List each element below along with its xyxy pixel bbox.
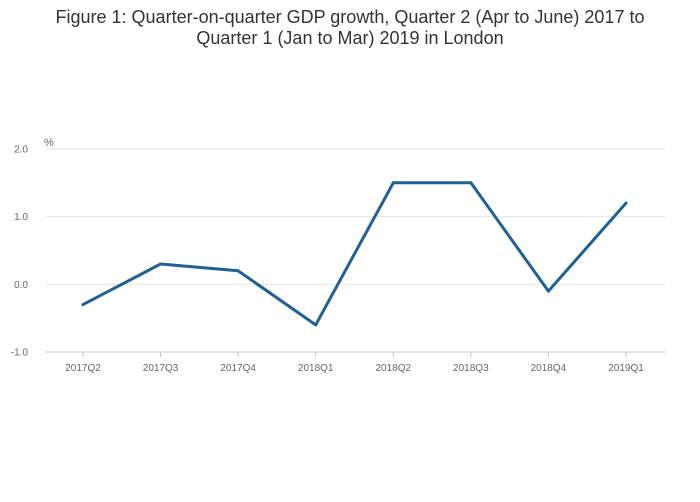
data-point (624, 201, 628, 205)
data-point (314, 323, 318, 327)
y-tick-label: 0.0 (14, 280, 28, 291)
y-tick-label: 1.0 (14, 212, 28, 223)
series (81, 181, 628, 327)
axes (45, 351, 665, 357)
x-tick-label: 2018Q1 (298, 363, 334, 374)
x-tick-label: 2018Q2 (375, 363, 411, 374)
data-point (546, 289, 550, 293)
y-tick-label: 2.0 (14, 145, 28, 156)
tick-labels: -1.0 0.0 1.0 2.0% 2017Q2 2017Q3 2017Q4 2018Q1 20… (11, 137, 644, 374)
series-line (81, 181, 628, 327)
x-tick-label: 2019Q1 (608, 363, 644, 374)
x-tick-label: 2017Q2 (65, 363, 101, 374)
x-tick-label: 2018Q3 (453, 363, 489, 374)
gridlines (45, 148, 665, 285)
data-point (81, 303, 85, 307)
y-tick-label: -1.0 (11, 348, 29, 359)
chart-title-line-2: Quarter 1 (Jan to Mar) 2019 in London (196, 28, 504, 48)
data-point (469, 181, 473, 185)
x-tick-label: 2017Q4 (220, 363, 256, 374)
chart-title-line-1: Figure 1: Quarter-on-quarter GDP growth,… (55, 7, 645, 27)
data-point (236, 269, 240, 273)
y-axis-unit-label: % (44, 137, 54, 149)
x-tick-label: 2018Q4 (531, 363, 567, 374)
data-point (391, 181, 395, 185)
chart-title: Figure 1: Quarter-on-quarter GDP growth,… (0, 7, 700, 49)
x-tick-label: 2017Q3 (143, 363, 179, 374)
data-point (159, 262, 163, 266)
